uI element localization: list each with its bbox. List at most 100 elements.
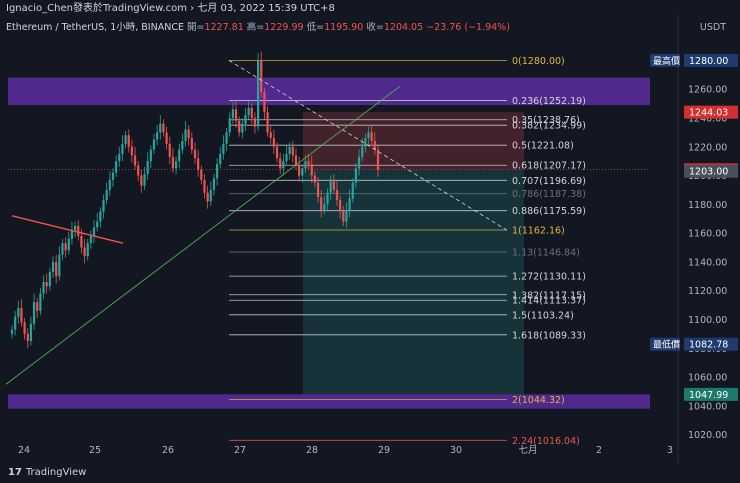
- candle: [244, 115, 247, 124]
- candle: [73, 225, 77, 231]
- candle: [212, 178, 216, 190]
- x-tick-4: 28: [306, 445, 318, 456]
- fib-label-9: 1(1162.16): [512, 225, 565, 236]
- price-tag-value-3: 1203.00: [689, 167, 728, 178]
- x-tick-5: 29: [378, 445, 390, 456]
- candle: [17, 307, 20, 317]
- candle: [108, 179, 111, 190]
- candle: [209, 189, 212, 202]
- candle: [36, 302, 39, 311]
- open-label: 開=: [187, 22, 205, 33]
- candle: [20, 307, 23, 323]
- chart-header-title: Ignacio_Chen發表於TradingView.com › 七月 03, …: [6, 3, 335, 14]
- candle: [272, 138, 275, 147]
- candle: [282, 161, 285, 169]
- fib-label-4: 0.5(1221.08): [512, 141, 574, 152]
- change-value: −23.76 (−1.94%): [426, 22, 510, 33]
- candle: [178, 149, 181, 162]
- candle: [206, 192, 209, 202]
- x-tick-0: 24: [18, 445, 30, 456]
- candle: [149, 149, 152, 162]
- candle: [39, 293, 42, 311]
- close-value: 1204.05: [383, 22, 424, 33]
- candle: [351, 182, 354, 199]
- open-value: 1227.81: [204, 22, 244, 33]
- candle: [219, 153, 222, 165]
- candle: [253, 117, 257, 127]
- candle: [348, 198, 351, 211]
- candle: [23, 322, 26, 334]
- candle: [269, 132, 272, 139]
- y-tick-10: 1220.00: [688, 142, 727, 153]
- candle: [364, 138, 367, 147]
- candle: [14, 316, 17, 330]
- fib-label-12: 1.382(1117.15): [512, 290, 586, 301]
- candle: [83, 247, 86, 257]
- candle: [181, 140, 184, 150]
- candle: [58, 254, 61, 277]
- tradingview-logo-icon: 17: [8, 467, 22, 478]
- candle: [171, 156, 175, 169]
- candle: [313, 175, 317, 183]
- fib-label-3: 0.382(1234.99): [512, 121, 586, 132]
- y-tick-1: 1040.00: [688, 401, 727, 412]
- y-tick-4: 1100.00: [688, 315, 727, 326]
- candle: [263, 92, 266, 113]
- candle: [260, 60, 263, 93]
- y-tick-12: 1260.00: [688, 85, 727, 96]
- price-tag-name-bg-0: [650, 53, 680, 67]
- candle: [316, 182, 320, 198]
- y-tick-6: 1140.00: [688, 257, 727, 268]
- candle: [200, 169, 203, 180]
- x-tick-1: 25: [89, 445, 101, 456]
- candle: [174, 161, 178, 169]
- candle: [159, 123, 162, 133]
- candle: [187, 129, 190, 139]
- candle: [241, 123, 244, 133]
- price-tag-value-4: 1082.78: [689, 340, 728, 351]
- fib-label-0: 0(1280.00): [512, 56, 565, 67]
- footer-bar: 17 TradingView: [0, 463, 740, 483]
- fib-diagonal-line: [228, 60, 508, 231]
- tradingview-brand[interactable]: TradingView: [25, 467, 87, 478]
- fib-label-15: 1.618(1089.33): [512, 330, 586, 341]
- low-value: 1195.90: [324, 22, 364, 33]
- candle: [370, 132, 373, 141]
- candle: [294, 155, 298, 166]
- candle: [329, 181, 332, 193]
- candle: [354, 168, 358, 183]
- x-tick-8: 2: [596, 445, 602, 456]
- price-tag-0: [684, 53, 738, 67]
- close-label: 收=: [366, 22, 384, 33]
- candle: [156, 132, 159, 140]
- candle: [111, 172, 115, 180]
- candle: [304, 161, 307, 169]
- candle: [215, 164, 219, 179]
- candle: [256, 60, 260, 127]
- candle: [70, 230, 74, 239]
- high-value: 1229.99: [264, 22, 304, 33]
- candle: [247, 107, 250, 116]
- lower-demand-zone: [8, 394, 650, 409]
- currency-label: USDT: [699, 22, 726, 33]
- candle: [45, 282, 48, 287]
- stop-loss-zone: [303, 112, 524, 170]
- candle: [162, 123, 165, 133]
- candle: [339, 200, 342, 212]
- symbol-name[interactable]: Ethereum / TetherUS, 1小時, BINANCE: [6, 22, 184, 33]
- candle: [323, 204, 326, 211]
- candle: [250, 107, 253, 118]
- candle: [124, 135, 127, 144]
- price-tag-value-1: 1244.03: [689, 108, 728, 119]
- price-chart[interactable]: 0(1280.00) 0.236(1252.19) 0.35(1238.76)0.3…: [0, 0, 740, 463]
- candle: [275, 146, 279, 159]
- fib-label-10: 1.13(1146.84): [512, 248, 580, 259]
- x-tick-2: 26: [162, 445, 174, 456]
- candle: [298, 165, 301, 176]
- fib-label-2: 0.35(1238.76): [512, 115, 580, 126]
- candle: [115, 161, 118, 173]
- candle: [89, 235, 92, 244]
- fib-label-17: 2.24(1016.04): [512, 436, 580, 447]
- candle: [342, 211, 345, 222]
- candle: [361, 146, 364, 157]
